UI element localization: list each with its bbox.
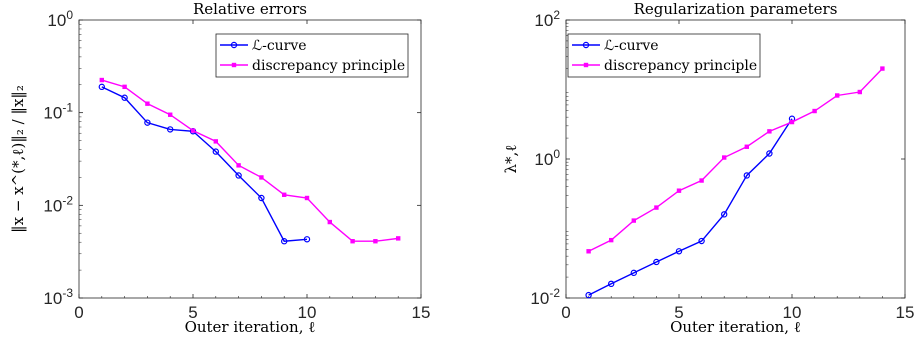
legend-label: discrepancy principle <box>252 58 405 74</box>
data-point <box>213 139 218 144</box>
y-tick-label: 10-1 <box>43 101 73 123</box>
y-tick-label: 100 <box>534 147 560 169</box>
chart-regularization-parameters: 0 5 10 15 102 100 10-2 Regularization parameter… <box>502 0 914 336</box>
y-tick-label: 102 <box>534 8 560 30</box>
x-axis-label: Outer iteration, ℓ <box>670 318 801 336</box>
data-point <box>675 248 683 255</box>
chart-relative-errors: 0 5 10 15 100 10-1 10-2 10-3 Relative errors Oute… <box>9 0 430 336</box>
x-tick-label: 10 <box>298 303 317 322</box>
y-tick-label: 10-2 <box>43 193 73 215</box>
data-point <box>350 239 355 244</box>
data-point <box>236 163 241 168</box>
data-point <box>190 128 196 133</box>
y-axis-label: λ*,ℓ <box>502 145 520 174</box>
x-tick-label: 10 <box>783 303 802 322</box>
y-tick-label: 100 <box>47 8 73 30</box>
data-point <box>767 129 772 134</box>
legend: ℒ-curve discrepancy principle <box>567 33 761 78</box>
chart-title: Regularization parameters <box>634 0 838 18</box>
x-axis-label: Outer iteration, ℓ <box>185 318 316 336</box>
y-tick-label: 10-3 <box>43 286 73 308</box>
data-point <box>789 119 795 125</box>
data-point <box>722 155 727 160</box>
data-point <box>631 218 636 223</box>
data-point <box>98 83 106 91</box>
legend-label: discrepancy principle <box>604 58 757 74</box>
plot-area <box>78 19 422 299</box>
series-line <box>588 118 793 296</box>
series-line <box>101 86 308 242</box>
legend-swatch-marker <box>231 62 237 68</box>
data-point <box>766 150 773 157</box>
legend-box <box>215 33 409 78</box>
data-point <box>144 119 151 126</box>
data-point <box>585 291 592 299</box>
chart-title: Relative errors <box>193 0 307 18</box>
data-point <box>258 194 265 202</box>
legend-label: ℒ-curve <box>604 38 659 54</box>
series-l-curve <box>98 83 311 245</box>
x-tick-label: 15 <box>412 303 431 322</box>
data-point <box>282 192 287 197</box>
legend-swatch-marker <box>582 41 590 49</box>
data-point <box>744 144 749 149</box>
data-point <box>698 237 705 245</box>
series-l-curve <box>585 115 796 299</box>
legend-swatch-marker <box>583 62 589 68</box>
data-point <box>654 205 659 210</box>
data-point <box>235 172 242 179</box>
data-point <box>259 175 264 180</box>
data-point <box>121 94 128 101</box>
data-point <box>676 188 682 193</box>
data-point <box>743 172 751 179</box>
data-point <box>145 101 150 106</box>
legend-swatch-marker <box>230 41 238 49</box>
y-axis-label: ‖x − x^(*,ℓ)‖₂ / ‖x‖₂ <box>9 85 27 233</box>
data-point <box>281 238 288 245</box>
data-point <box>653 258 660 266</box>
data-point <box>609 237 614 243</box>
data-point <box>857 89 862 95</box>
x-tick-label: 0 <box>561 303 570 322</box>
legend-box <box>567 33 761 78</box>
data-point <box>608 280 615 288</box>
data-point <box>721 211 728 218</box>
data-point <box>99 77 104 83</box>
series-discrepancy-principle <box>586 66 885 254</box>
data-point <box>373 239 378 244</box>
data-point <box>327 219 332 225</box>
data-point <box>166 126 174 133</box>
x-tick-label: 15 <box>896 303 915 322</box>
x-tick-label: 5 <box>674 303 683 322</box>
legend: ℒ-curve discrepancy principle <box>215 33 409 78</box>
data-point <box>812 108 817 114</box>
data-point <box>212 148 219 155</box>
data-point <box>304 195 310 201</box>
x-tick-label: 0 <box>74 303 83 322</box>
data-point <box>630 269 638 277</box>
data-point <box>168 112 173 117</box>
legend-label: ℒ-curve <box>252 38 307 54</box>
data-point <box>699 178 704 183</box>
x-tick-label: 5 <box>188 303 197 322</box>
y-tick-label: 10-2 <box>530 286 560 308</box>
series-discrepancy-principle <box>99 77 401 244</box>
data-point <box>586 249 591 254</box>
data-point <box>396 236 401 241</box>
data-point <box>303 236 311 243</box>
data-point <box>880 66 885 71</box>
data-point <box>122 84 127 90</box>
series-line <box>588 68 883 252</box>
data-point <box>835 93 840 98</box>
series-line <box>101 79 399 242</box>
